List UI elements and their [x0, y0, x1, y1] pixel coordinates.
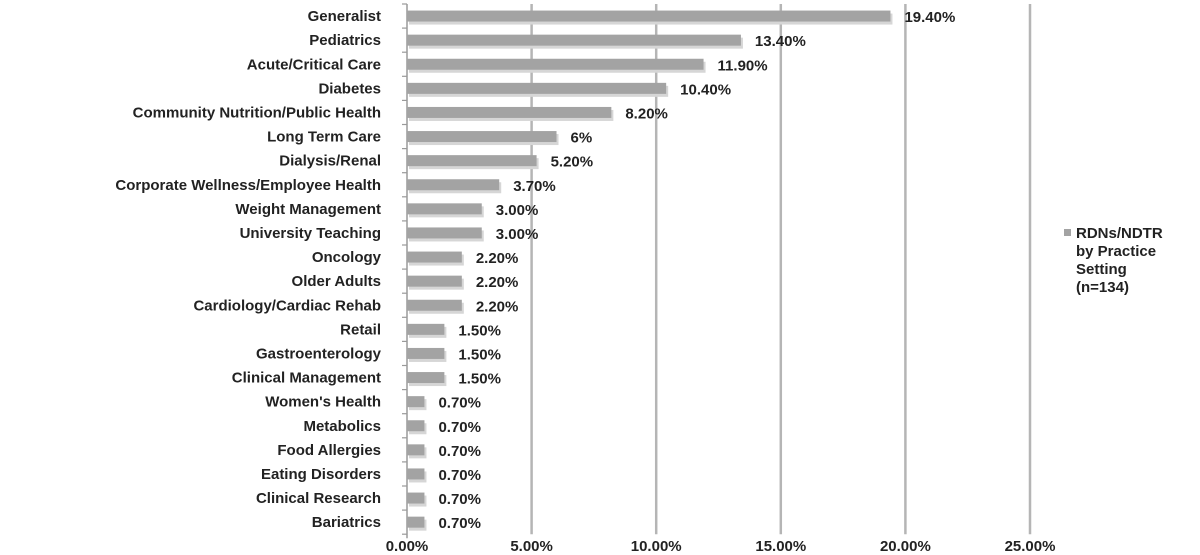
- data-label: 2.20%: [476, 250, 519, 267]
- category-label: Eating Disorders: [261, 466, 381, 483]
- bar: [407, 34, 741, 46]
- legend-label: by Practice: [1076, 243, 1156, 260]
- bar: [407, 58, 704, 70]
- bar: [407, 347, 445, 359]
- category-label: Clinical Research: [256, 490, 381, 507]
- bar: [407, 131, 557, 143]
- category-label: Corporate Wellness/Employee Health: [115, 177, 381, 194]
- x-tick-label: 20.00%: [880, 538, 931, 555]
- data-label: 0.70%: [438, 395, 481, 412]
- category-label: Generalist: [308, 8, 381, 25]
- category-label: Older Adults: [292, 273, 381, 290]
- category-label: Long Term Care: [267, 129, 381, 146]
- category-label: Gastroenterology: [256, 345, 382, 362]
- data-label: 0.70%: [438, 515, 481, 532]
- x-tick-label: 10.00%: [631, 538, 682, 555]
- data-label: 0.70%: [438, 467, 481, 484]
- data-label: 0.70%: [438, 491, 481, 508]
- category-label: Oncology: [312, 249, 382, 266]
- bar: [407, 227, 482, 239]
- bar: [407, 372, 445, 384]
- data-label: 2.20%: [476, 274, 519, 291]
- category-label: Women's Health: [265, 394, 381, 411]
- bar: [407, 444, 425, 456]
- category-label: Retail: [340, 321, 381, 338]
- x-tick-label: 0.00%: [386, 538, 429, 555]
- bar: [407, 516, 425, 528]
- bar: [407, 275, 462, 287]
- legend-swatch: [1064, 229, 1071, 236]
- category-label: Clinical Management: [232, 370, 381, 387]
- category-label: Pediatrics: [309, 32, 381, 49]
- category-label: Cardiology/Cardiac Rehab: [193, 297, 381, 314]
- category-label: Dialysis/Renal: [279, 153, 381, 170]
- bar: [407, 251, 462, 263]
- data-label: 3.00%: [496, 226, 539, 243]
- data-label: 2.20%: [476, 298, 519, 315]
- bar: [407, 492, 425, 504]
- bar: [407, 10, 891, 22]
- bar: [407, 155, 537, 167]
- legend-label: Setting: [1076, 261, 1127, 278]
- data-label: 3.00%: [496, 202, 539, 219]
- bar: [407, 106, 612, 118]
- category-label: University Teaching: [240, 225, 381, 242]
- bar: [407, 468, 425, 480]
- data-label: 11.90%: [718, 57, 768, 74]
- bar: [407, 323, 445, 335]
- legend-label: RDNs/NDTR: [1076, 225, 1163, 242]
- bar: [407, 82, 667, 94]
- data-label: 1.50%: [458, 371, 501, 388]
- bar: [407, 420, 425, 432]
- x-tick-label: 5.00%: [510, 538, 553, 555]
- data-label: 19.40%: [904, 9, 955, 26]
- data-label: 1.50%: [458, 322, 501, 339]
- category-label: Food Allergies: [277, 442, 381, 459]
- bar: [407, 179, 500, 191]
- data-label: 5.20%: [551, 154, 594, 171]
- data-label: 0.70%: [438, 443, 481, 460]
- bar: [407, 203, 482, 215]
- category-label: Metabolics: [303, 418, 381, 435]
- bar: [407, 299, 462, 311]
- data-label: 13.40%: [755, 33, 806, 50]
- x-tick-label: 25.00%: [1005, 538, 1056, 555]
- legend-label: (n=134): [1076, 279, 1129, 296]
- data-label: 1.50%: [458, 346, 501, 363]
- data-label: 8.20%: [625, 105, 668, 122]
- category-label: Weight Management: [235, 201, 381, 218]
- category-label: Community Nutrition/Public Health: [133, 104, 381, 121]
- data-label: 3.70%: [513, 178, 556, 195]
- bar: [407, 396, 425, 408]
- category-label: Bariatrics: [312, 514, 381, 531]
- category-label: Diabetes: [318, 80, 381, 97]
- x-tick-label: 15.00%: [755, 538, 806, 555]
- data-label: 10.40%: [680, 81, 731, 98]
- data-label: 6%: [571, 130, 593, 147]
- category-label: Acute/Critical Care: [247, 56, 381, 73]
- data-label: 0.70%: [438, 419, 481, 436]
